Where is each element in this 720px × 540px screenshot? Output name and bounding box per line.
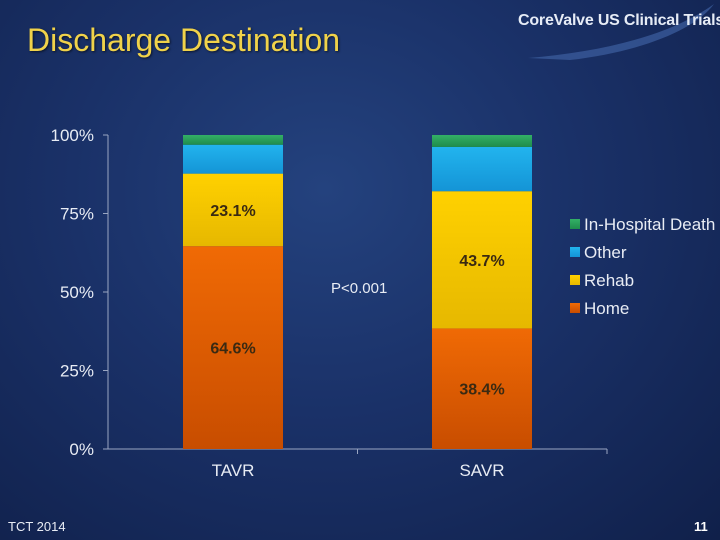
chart-axes: 0% 25% 50% 75% 100% TAVR SAVR xyxy=(51,126,608,480)
bar-savr-rehab xyxy=(432,191,532,329)
logo-swoosh-icon xyxy=(528,4,714,60)
y-tick-label: 50% xyxy=(60,283,94,302)
corevalve-logo: CoreValve US Clinical Trials xyxy=(510,0,720,70)
y-tick-label: 0% xyxy=(69,440,94,459)
y-tick-label: 100% xyxy=(51,126,94,145)
x-tick-label: TAVR xyxy=(212,461,255,480)
legend-swatch xyxy=(570,275,580,285)
data-label: 43.7% xyxy=(459,253,504,270)
chart-legend: In-Hospital Death Other Rehab Home xyxy=(570,215,715,318)
bar-savr-home xyxy=(432,328,532,449)
bar-tavr-other xyxy=(183,144,283,174)
data-label: 23.1% xyxy=(210,203,255,220)
slide-title: Discharge Destination xyxy=(27,22,341,58)
y-tick-label: 75% xyxy=(60,205,94,224)
logo-text: CoreValve US Clinical Trials xyxy=(518,12,720,29)
bar-tavr-rehab xyxy=(183,173,283,247)
footer-conference: TCT 2014 xyxy=(8,519,66,534)
bar-tavr-home xyxy=(183,246,283,449)
data-labels: 23.1% 64.6% 43.7% 38.4% xyxy=(210,203,504,399)
data-label: 64.6% xyxy=(210,341,255,358)
bar-group xyxy=(183,135,532,449)
legend-label: Rehab xyxy=(584,271,634,290)
legend-label: Home xyxy=(584,299,629,318)
bar-savr-other xyxy=(432,146,532,192)
legend-swatch xyxy=(570,247,580,257)
legend-label: In-Hospital Death xyxy=(584,215,715,234)
bar-savr-in-hospital-death xyxy=(432,135,532,147)
legend-swatch xyxy=(570,219,580,229)
y-tick-label: 25% xyxy=(60,362,94,381)
p-value-annotation: P<0.001 xyxy=(331,280,387,297)
legend-label: Other xyxy=(584,243,627,262)
legend-swatch xyxy=(570,303,580,313)
data-label: 38.4% xyxy=(459,382,504,399)
bar-tavr-in-hospital-death xyxy=(183,135,283,145)
x-tick-label: SAVR xyxy=(459,461,504,480)
page-number: 11 xyxy=(694,519,708,534)
